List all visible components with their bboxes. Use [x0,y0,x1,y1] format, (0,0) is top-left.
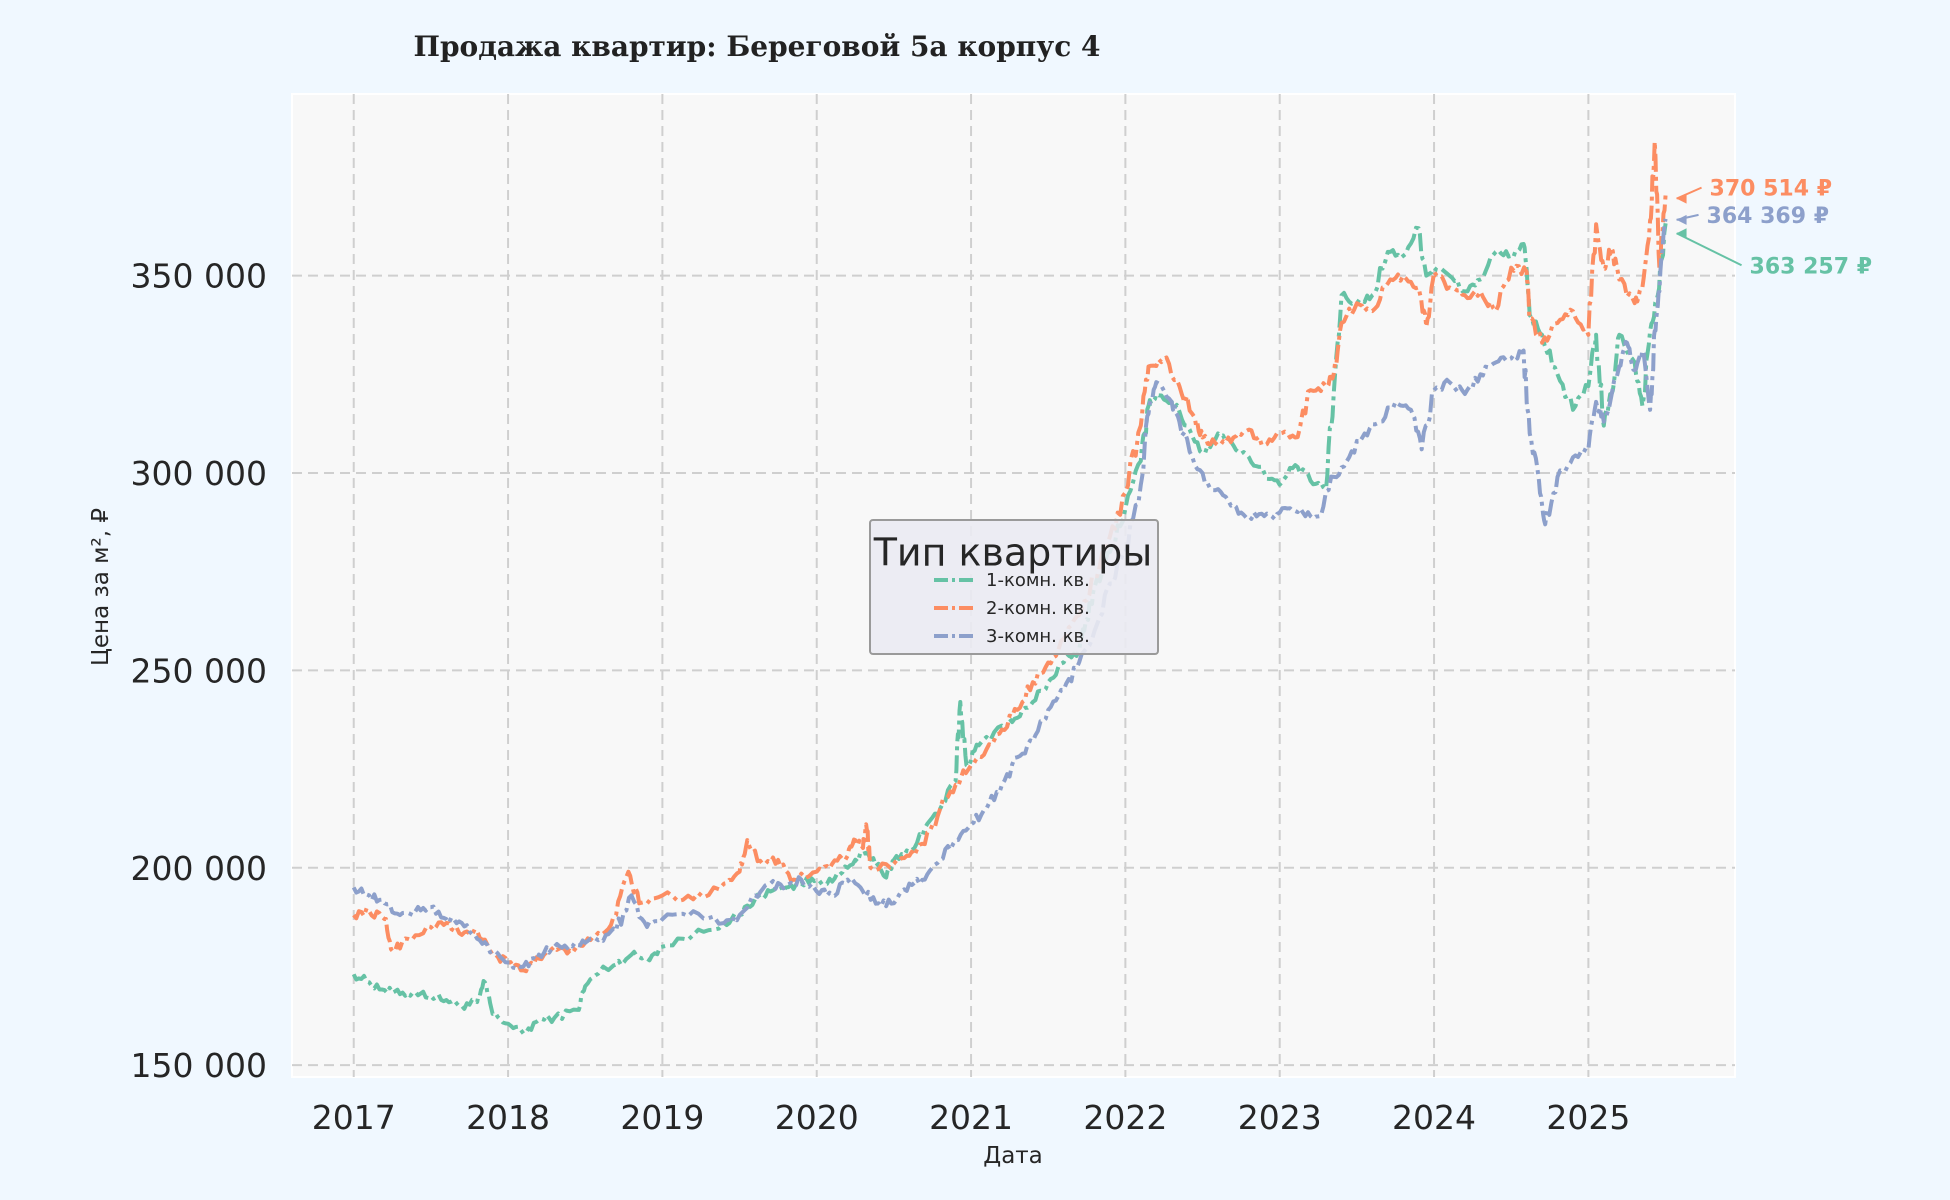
x-axis-ticks: 2017 2018 2019 2020 2021 2022 2023 2024 2025 [312,1098,1631,1137]
end-labels: 363 257 ₽ 370 514 ₽364 369 ₽ [1676,177,1872,279]
legend-item-1: 1-комн. кв. [934,570,1090,591]
y-tick-label: 250 000 [131,651,267,690]
x-tick-label: 2018 [466,1098,550,1137]
end-label-1: 363 257 ₽ [1750,254,1872,279]
y-tick-label: 350 000 [131,257,267,296]
x-tick-label: 2025 [1546,1098,1630,1137]
series-line-1 [351,223,1668,1036]
legend-item-3: 3-комн. кв. [934,626,1090,647]
end-label-arrowhead-1 [1676,228,1687,239]
x-tick-label: 2023 [1238,1098,1322,1137]
end-label-2: 370 514 ₽ [1710,177,1832,202]
x-tick-label: 2022 [1083,1098,1167,1137]
x-axis-label: Дата [983,1143,1043,1169]
y-axis-label: Цена за м², ₽ [88,508,114,666]
end-label-arrow-1 [1676,232,1742,267]
legend-label-1: 1-комн. кв. [986,570,1090,591]
grid-lines [292,94,1735,1077]
x-tick-label: 2021 [929,1098,1013,1137]
legend-box [869,519,1159,655]
x-tick-label: 2020 [775,1098,859,1137]
x-tick-label: 2017 [312,1098,396,1137]
end-label-arrowhead-3 [1676,214,1687,225]
chart-title: Продажа квартир: Береговой 5а корпус 4 [414,30,1101,63]
legend-label-3: 3-комн. кв. [986,626,1090,647]
x-tick-label: 2024 [1392,1098,1476,1137]
y-axis-ticks: 150 000 200 000 250 000 300 000 350 000 [131,257,267,1086]
y-tick-label: 300 000 [131,454,267,493]
y-tick-label: 200 000 [131,849,267,888]
end-label-arrowhead-2 [1676,193,1687,204]
legend-title: Тип квартиры [873,531,1153,575]
legend-label-2: 2-комн. кв. [986,598,1090,619]
y-tick-label: 150 000 [131,1046,267,1085]
x-tick-label: 2019 [620,1098,704,1137]
legend: Тип квартиры 1-комн. кв. 2-комн. кв. 3-к… [869,519,1159,655]
legend-item-2: 2-комн. кв. [934,598,1090,619]
end-label-3: 364 369 ₽ [1707,204,1829,229]
